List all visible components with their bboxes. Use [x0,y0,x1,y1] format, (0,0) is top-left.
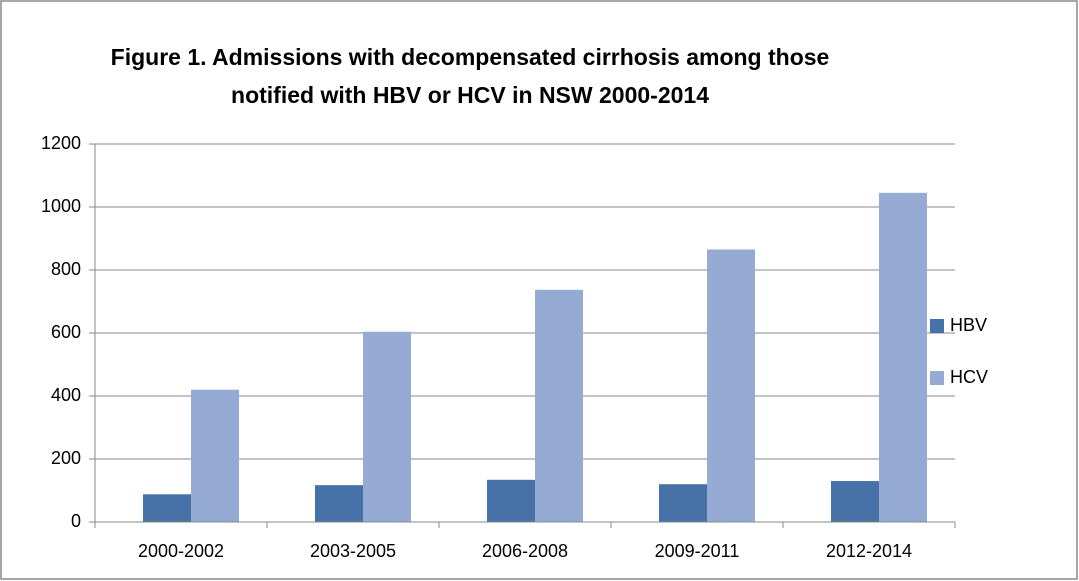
y-tick-label: 200 [51,448,81,468]
y-tick-label: 800 [51,259,81,279]
y-tick-label: 600 [51,322,81,342]
x-tick-label: 2000-2002 [138,541,224,561]
legend-swatch [930,371,944,385]
y-tick-label: 400 [51,385,81,405]
bar [535,289,583,522]
bar [879,192,927,522]
bar [143,494,191,522]
chart-title: Figure 1. Admissions with decompensated … [110,44,830,108]
bar [707,249,755,522]
bar [191,389,239,522]
x-tick-label: 2009-2011 [655,541,740,561]
legend-label: HCV [950,367,988,387]
y-tick-label: 0 [71,511,81,531]
bar [831,481,879,522]
legend-label: HBV [950,315,987,335]
x-tick-label: 2012-2014 [826,541,912,561]
y-tick-label: 1000 [41,196,81,216]
x-tick-label: 2006-2008 [482,541,568,561]
x-tick-label: 2003-2005 [310,541,396,561]
y-tick-label: 1200 [41,133,81,153]
bar [659,484,707,522]
legend-swatch [930,319,944,333]
bar [487,479,535,522]
bar [315,485,363,522]
bar [363,331,411,522]
